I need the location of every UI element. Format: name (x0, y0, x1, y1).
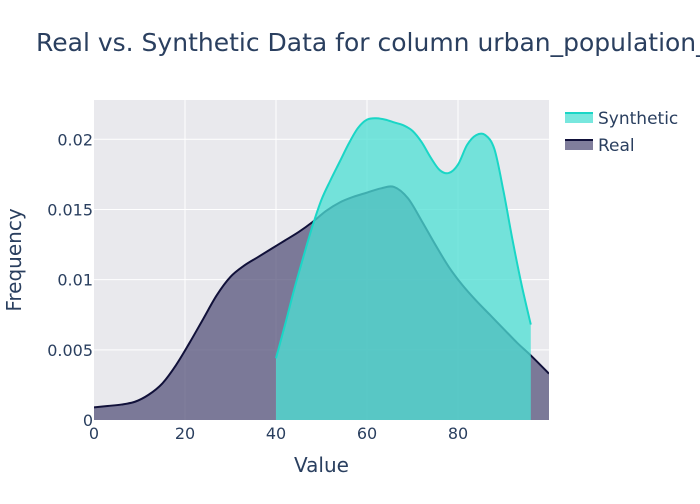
y-tick-label: 0.01 (57, 271, 93, 290)
area-synthetic (276, 118, 531, 420)
tick-labels: 0 20 40 60 80 0 0.005 0.01 0.015 0.02 (47, 130, 468, 443)
series-synthetic (275, 117, 532, 420)
x-tick-label: 80 (448, 424, 468, 443)
legend-label-real: Real (598, 136, 635, 156)
line-synthetic (275, 117, 532, 359)
y-tick-label: 0 (83, 411, 93, 430)
y-tick-label: 0.015 (47, 200, 93, 219)
x-tick-label: 40 (266, 424, 286, 443)
y-tick-label: 0.005 (47, 341, 93, 360)
series-layer (94, 117, 549, 420)
x-tick-label: 60 (357, 424, 377, 443)
chart-title: Real vs. Synthetic Data for column urban… (36, 28, 700, 57)
y-axis-label: Frequency (2, 208, 26, 311)
x-tick-label: 20 (175, 424, 195, 443)
legend-swatch-synthetic (565, 113, 593, 123)
legend-item-real[interactable]: Real (565, 136, 635, 156)
legend-swatch-real (565, 140, 593, 150)
y-tick-label: 0.02 (57, 130, 93, 149)
legend-label-synthetic: Synthetic (598, 109, 678, 129)
legend[interactable]: Synthetic Real (565, 109, 678, 156)
x-tick-label: 0 (89, 424, 99, 443)
legend-item-synthetic[interactable]: Synthetic (565, 109, 678, 129)
x-axis-label: Value (294, 453, 349, 477)
